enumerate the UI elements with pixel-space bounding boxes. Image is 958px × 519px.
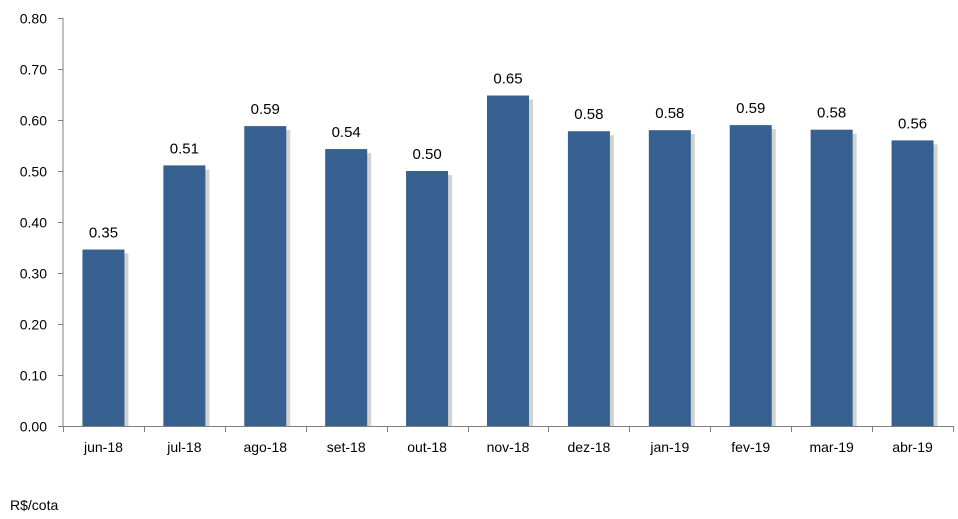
- unit-footnote: R$/cota: [10, 497, 59, 513]
- bar-dez-18: [567, 131, 610, 426]
- x-tick-label: abr-19: [892, 439, 933, 455]
- x-tick-label: fev-19: [731, 439, 770, 455]
- x-tick-label: ago-18: [243, 439, 287, 455]
- y-tick-label: 0.60: [20, 113, 47, 129]
- x-tick-label: jan-19: [649, 439, 689, 455]
- y-tick-label: 0.80: [20, 11, 47, 27]
- y-tick-label: 0.00: [20, 419, 47, 435]
- x-axis: jun-18 jul-18 ago-18 set-18 out-18 nov-18 dez-…: [63, 426, 954, 455]
- bars: [82, 95, 938, 427]
- data-label: 0.50: [412, 146, 441, 163]
- y-tick-label: 0.10: [20, 368, 47, 384]
- bar-out-18: [406, 171, 449, 426]
- y-axis: 0.00 0.10 0.20 0.30 0.40 0.50 0.60 0.70 0.80: [20, 11, 64, 435]
- bar-jul-18: [163, 165, 206, 426]
- x-tick-label: jul-18: [166, 439, 201, 455]
- data-label: 0.58: [655, 105, 684, 122]
- bar-ago-18: [244, 126, 287, 427]
- data-label: 0.59: [736, 100, 765, 117]
- y-tick-label: 0.50: [20, 164, 47, 180]
- data-label: 0.56: [898, 115, 927, 132]
- x-tick-label: set-18: [327, 439, 366, 455]
- bar-abr-19: [891, 140, 934, 426]
- data-label: 0.51: [170, 140, 199, 157]
- x-tick-label: mar-19: [809, 439, 854, 455]
- data-label: 0.58: [574, 106, 603, 123]
- y-tick-label: 0.20: [20, 317, 47, 333]
- x-tick-label: out-18: [407, 439, 447, 455]
- data-labels: 0.35 0.51 0.59 0.54 0.50 0.65 0.58 0.58 0.59 0.58…: [89, 71, 927, 242]
- bar-jun-18: [82, 249, 125, 426]
- bar-mar-19: [810, 129, 853, 426]
- data-label: 0.65: [493, 71, 522, 88]
- bar-fev-19: [729, 125, 772, 426]
- data-label: 0.35: [89, 225, 118, 242]
- data-label: 0.54: [332, 124, 361, 141]
- y-tick-label: 0.70: [20, 62, 47, 78]
- bar-jan-19: [648, 130, 691, 426]
- data-label: 0.58: [817, 105, 846, 122]
- x-tick-label: dez-18: [568, 439, 611, 455]
- x-tick-label: nov-18: [487, 439, 530, 455]
- data-label: 0.59: [251, 101, 280, 118]
- bar-nov-18: [487, 95, 529, 427]
- x-tick-label: jun-18: [83, 439, 123, 455]
- y-tick-label: 0.30: [20, 266, 47, 282]
- bar-set-18: [325, 149, 368, 426]
- y-tick-label: 0.40: [20, 215, 47, 231]
